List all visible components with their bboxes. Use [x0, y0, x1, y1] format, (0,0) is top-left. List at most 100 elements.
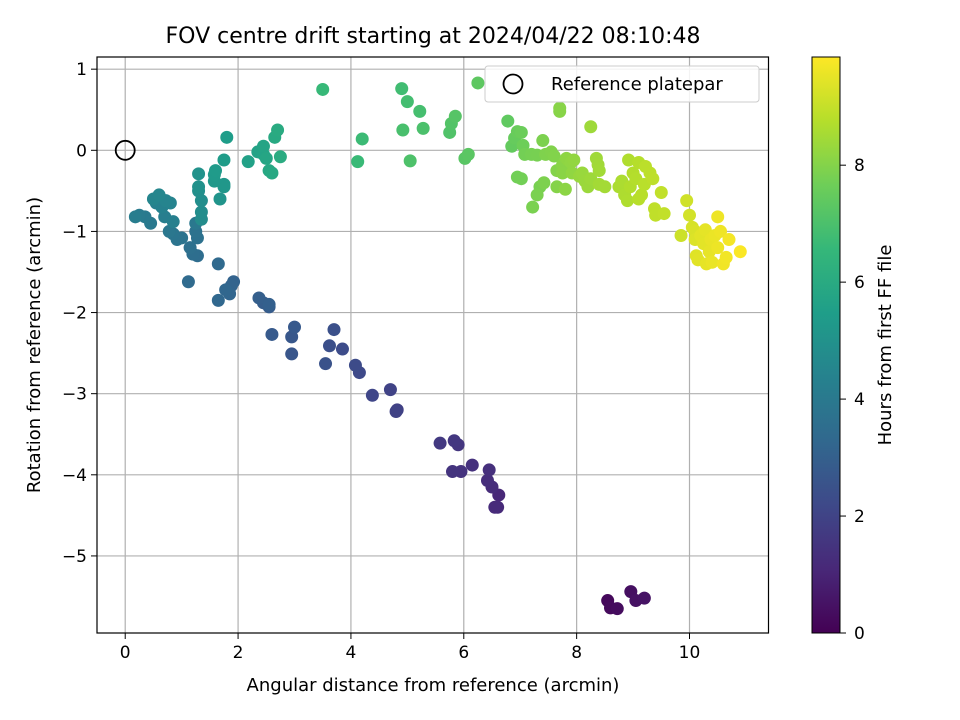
scatter-point	[355, 132, 369, 146]
scatter-point	[192, 180, 206, 194]
x-tick-label: 4	[346, 643, 357, 663]
scatter-point	[181, 275, 195, 289]
colorbar	[811, 56, 841, 634]
x-axis-label: Angular distance from reference (arcmin)	[247, 675, 620, 696]
scatter-point	[547, 149, 561, 163]
scatter-point	[166, 215, 180, 229]
y-axis-label: Rotation from reference (arcmin)	[24, 197, 45, 493]
scatter-point	[705, 255, 719, 269]
scatter-point	[637, 591, 651, 605]
y-tick-label: −4	[62, 466, 87, 486]
scatter-point	[514, 172, 528, 186]
scatter-point	[657, 207, 671, 221]
legend-box	[484, 65, 760, 103]
scatter-point	[698, 223, 712, 237]
scatter-point	[319, 357, 333, 371]
scatter-point	[719, 250, 733, 264]
legend-marker	[502, 73, 524, 95]
colorbar-label: Hours from first FF file	[875, 245, 896, 446]
scatter-point	[536, 134, 550, 148]
scatter-point	[488, 500, 502, 514]
scatter-point	[219, 283, 233, 297]
scatter-point	[285, 347, 299, 361]
scatter-point	[395, 82, 409, 96]
scatter-point	[335, 342, 349, 356]
scatter-point	[480, 473, 494, 487]
scatter-point	[128, 210, 142, 224]
scatter-point	[288, 320, 301, 334]
chart-title: FOV centre drift starting at 2024/04/22 …	[166, 24, 701, 49]
scatter-point	[446, 465, 459, 479]
scatter-point	[152, 188, 166, 202]
scatter-point	[220, 130, 234, 144]
scatter-point	[211, 293, 225, 307]
scatter-points	[128, 76, 747, 616]
y-tick-label: −2	[62, 304, 87, 324]
scatter-point	[733, 245, 747, 259]
scatter-point	[211, 257, 225, 271]
scatter-point	[213, 192, 227, 206]
scatter-point	[348, 358, 362, 372]
scatter-point	[273, 150, 287, 164]
scatter-point	[162, 224, 176, 238]
scatter-point	[403, 154, 417, 168]
scatter-point	[194, 205, 208, 219]
scatter-point	[558, 182, 572, 196]
scatter-point	[646, 172, 660, 186]
scatter-point	[501, 114, 515, 128]
y-tick-label: −1	[62, 222, 87, 242]
scatter-point	[256, 139, 270, 153]
scatter-point	[567, 153, 581, 167]
scatter-point	[265, 166, 279, 180]
x-tick-label: 8	[571, 643, 582, 663]
y-tick-label: −5	[62, 547, 87, 567]
scatter-point	[465, 458, 479, 472]
scatter-point	[722, 233, 736, 247]
scatter-point	[351, 155, 365, 169]
scatter-point	[711, 210, 725, 224]
scatter-point	[598, 180, 612, 194]
scatter-point	[448, 109, 462, 123]
x-tick-label: 6	[458, 643, 469, 663]
colorbar-tick-label: 4	[854, 390, 865, 410]
scatter-point	[680, 194, 694, 208]
y-tick-label: 1	[76, 60, 87, 80]
scatter-point	[711, 241, 725, 255]
scatter-point	[383, 383, 397, 397]
scatter-point	[365, 388, 379, 402]
scatter-point	[183, 241, 197, 255]
y-axis-ticks: 1 0 −1 −2 −3 −4 −5	[62, 60, 97, 567]
scatter-point	[482, 463, 496, 477]
colorbar-ticks: 0 2 4 6 8	[840, 156, 865, 644]
reference-marker	[114, 139, 136, 161]
scatter-point	[259, 151, 273, 165]
scatter-point	[714, 224, 728, 238]
scatter-point	[584, 120, 598, 134]
scatter-point	[400, 95, 414, 109]
scatter-point	[192, 167, 206, 181]
scatter-point	[514, 125, 528, 139]
scatter-point	[389, 405, 403, 419]
scatter-point	[622, 153, 636, 167]
scatter-point	[241, 155, 255, 169]
scatter-point	[327, 323, 341, 337]
scatter-point	[556, 166, 570, 180]
y-tick-label: 0	[76, 141, 87, 161]
x-axis-ticks: 0 2 4 6 8 10	[120, 633, 701, 663]
scatter-point	[265, 327, 279, 341]
legend-label: Reference platepar	[551, 74, 723, 95]
colorbar-tick-label: 6	[854, 273, 865, 293]
scatter-point	[654, 185, 668, 199]
colorbar-tick-label: 2	[854, 507, 865, 527]
scatter-point	[252, 291, 266, 305]
grid	[97, 57, 769, 633]
scatter-point	[209, 164, 222, 178]
scatter-point	[620, 194, 634, 208]
scatter-point	[316, 82, 330, 96]
x-tick-label: 10	[679, 643, 701, 663]
scatter-point	[262, 297, 276, 311]
scatter-point	[447, 434, 461, 448]
scatter-point	[416, 121, 430, 135]
scatter-point	[526, 200, 540, 214]
